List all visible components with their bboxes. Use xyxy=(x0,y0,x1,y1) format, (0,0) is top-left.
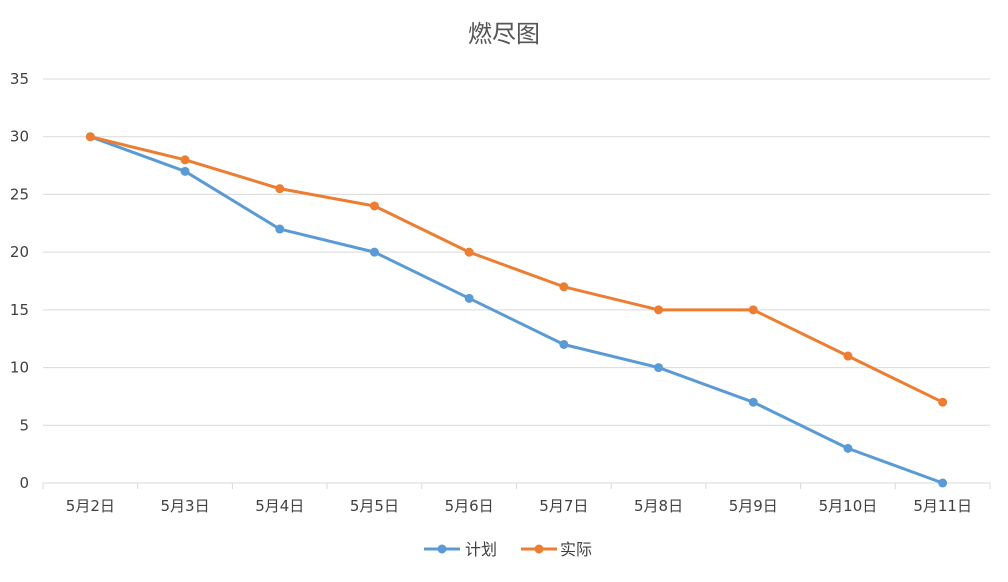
data-point xyxy=(275,224,285,234)
data-point xyxy=(843,443,853,453)
data-point xyxy=(559,339,569,349)
x-tick-label: 5月11日 xyxy=(913,497,972,515)
x-tick-label: 5月10日 xyxy=(819,497,878,515)
chart-title: 燃尽图 xyxy=(468,20,540,48)
data-point xyxy=(748,305,758,315)
data-point xyxy=(85,132,95,142)
legend-label: 实际 xyxy=(560,540,592,559)
series-actual xyxy=(85,132,948,407)
data-point xyxy=(369,247,379,257)
legend-item: 实际 xyxy=(521,540,592,559)
data-point xyxy=(559,282,569,292)
data-point xyxy=(180,155,190,165)
data-point xyxy=(843,351,853,361)
data-point xyxy=(180,166,190,176)
data-point xyxy=(275,184,285,194)
x-tick-label: 5月6日 xyxy=(445,497,494,515)
x-tick-label: 5月5日 xyxy=(350,497,399,515)
data-point xyxy=(938,397,948,407)
x-tick-label: 5月4日 xyxy=(255,497,304,515)
x-tick-label: 5月7日 xyxy=(539,497,588,515)
legend-swatch-marker xyxy=(437,544,447,554)
y-tick-label: 5 xyxy=(19,416,29,434)
series-plan xyxy=(85,132,948,488)
y-tick-label: 0 xyxy=(19,474,29,492)
data-point xyxy=(938,478,948,488)
x-tick-label: 5月8日 xyxy=(634,497,683,515)
data-point xyxy=(748,397,758,407)
x-tick-label: 5月2日 xyxy=(66,497,115,515)
x-tick-label: 5月3日 xyxy=(161,497,210,515)
legend-label: 计划 xyxy=(465,540,497,559)
data-point xyxy=(369,201,379,211)
data-point xyxy=(654,305,664,315)
series-line xyxy=(88,135,945,404)
y-axis-ticks: 0 5 10 15 20 25 30 35 xyxy=(10,70,29,492)
y-tick-label: 35 xyxy=(10,70,29,88)
data-point xyxy=(464,293,474,303)
y-tick-label: 25 xyxy=(10,185,29,203)
series-line xyxy=(88,135,945,485)
y-tick-label: 10 xyxy=(10,359,29,377)
legend-item: 计划 xyxy=(424,540,497,559)
x-axis: 5月2日 5月3日 5月4日 5月5日 5月6日 5月7日 5月8日 5月9日 5月10日 5月1… xyxy=(42,482,991,515)
legend-swatch-marker xyxy=(534,544,544,554)
data-point xyxy=(464,247,474,257)
gridlines xyxy=(43,78,990,426)
y-tick-label: 30 xyxy=(10,128,29,146)
legend: 计划 实际 xyxy=(424,540,592,559)
series-lines xyxy=(85,132,948,488)
data-point xyxy=(654,363,664,373)
x-tick-label: 5月9日 xyxy=(729,497,778,515)
y-tick-label: 15 xyxy=(10,301,29,319)
y-tick-label: 20 xyxy=(10,243,29,261)
